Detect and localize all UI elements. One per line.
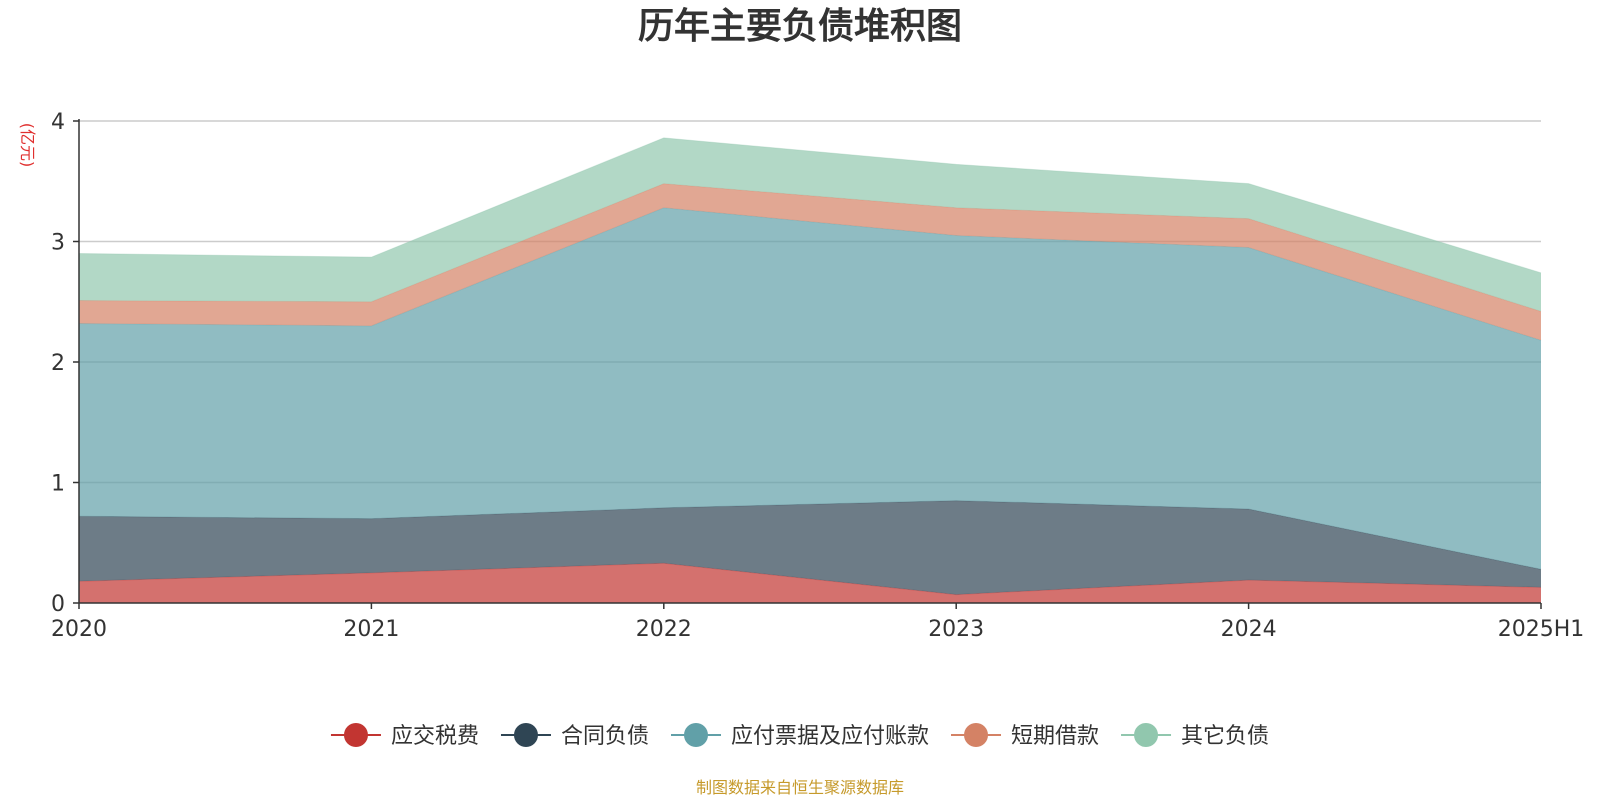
legend-label: 短期借款 <box>1011 724 1099 749</box>
area-series-1 <box>79 563 1541 603</box>
x-tick-label: 2021 <box>343 617 399 642</box>
legend-item-2[interactable]: 合同负债 <box>500 723 649 749</box>
x-tick-label: 2020 <box>51 617 107 642</box>
legend-dot-symbol <box>343 723 368 747</box>
axes: 0 1 2 3 4 2020 2021 2022 2023 2024 2025H1 <box>51 110 1584 642</box>
legend-item-4[interactable]: 短期借款 <box>951 723 1099 749</box>
area-series-3 <box>79 207 1541 570</box>
area-series-2 <box>79 500 1541 595</box>
area-series-5-edge <box>78 137 1542 274</box>
area-series-layer <box>78 137 1542 603</box>
x-tick-label: 2022 <box>636 617 692 642</box>
legend-item-1[interactable]: 应交税费 <box>330 723 479 749</box>
y-axis-unit-label: (亿元) <box>18 123 37 168</box>
data-source-note: 制图数据来自恒生聚源数据库 <box>696 778 904 797</box>
legend-dot-symbol <box>1134 723 1159 747</box>
x-tick-label: 2024 <box>1221 617 1277 642</box>
area-series-5 <box>79 137 1541 312</box>
legend-label: 其它负债 <box>1181 724 1269 749</box>
area-series-4 <box>79 183 1541 341</box>
legend-dot-symbol <box>683 723 708 747</box>
legend-item-5[interactable]: 其它负债 <box>1121 723 1269 749</box>
legend-dot-symbol <box>513 723 538 747</box>
legend-item-3[interactable]: 应付票据及应付账款 <box>670 723 929 749</box>
legend[interactable]: 应交税费 合同负债 应付票据及应付账款 短期借款 其它负债 <box>330 723 1269 749</box>
y-tick-label: 4 <box>51 110 65 135</box>
y-tick-label: 0 <box>51 592 65 617</box>
legend-dot-symbol <box>964 723 989 747</box>
chart-title: 历年主要负债堆积图 <box>638 6 962 47</box>
y-tick-label: 1 <box>51 472 65 497</box>
y-tick-label: 2 <box>51 351 65 376</box>
x-tick-label: 2025H1 <box>1498 617 1585 642</box>
legend-label: 合同负债 <box>561 724 649 749</box>
x-tick-label: 2023 <box>928 617 984 642</box>
y-tick-label: 3 <box>51 231 65 256</box>
legend-label: 应付票据及应付账款 <box>731 724 929 749</box>
legend-label: 应交税费 <box>391 724 479 749</box>
